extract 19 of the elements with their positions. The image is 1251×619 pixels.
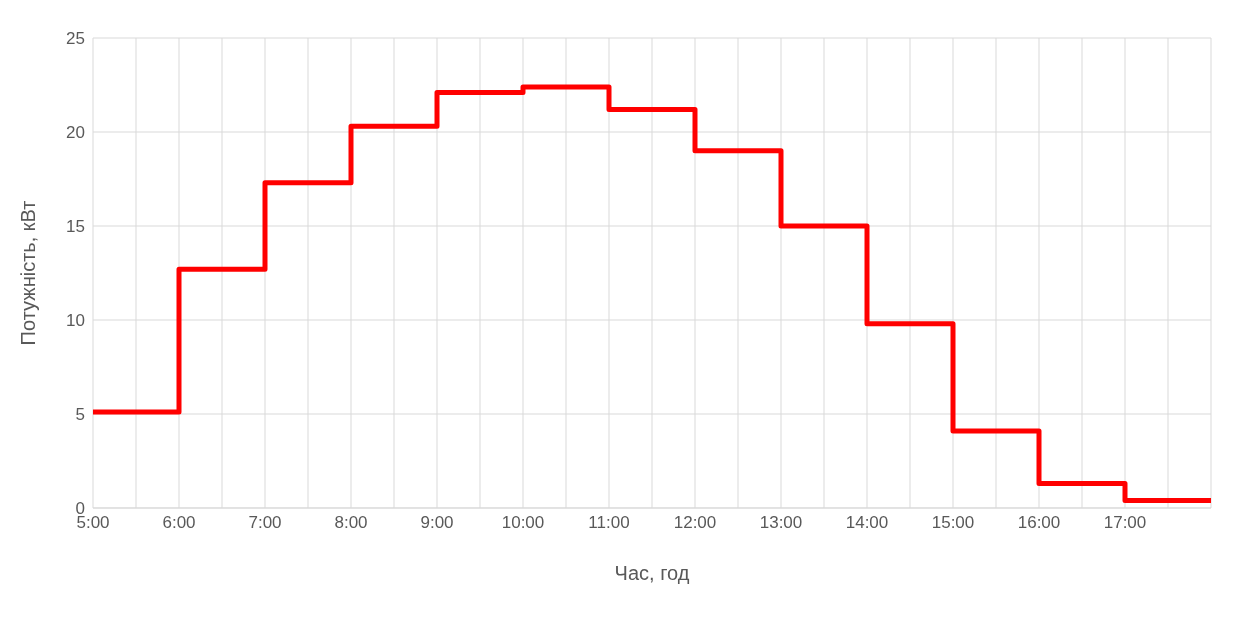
x-axis-title: Час, год (614, 562, 690, 584)
x-tick-label: 8:00 (334, 513, 368, 533)
x-tick-label: 17:00 (1103, 513, 1147, 533)
x-tick-label: 15:00 (931, 513, 975, 533)
y-tick-label: 25 (66, 29, 85, 49)
y-tick-label: 10 (66, 311, 85, 331)
x-tick-label: 10:00 (501, 513, 545, 533)
x-tick-label: 16:00 (1017, 513, 1061, 533)
x-tick-label: 13:00 (759, 513, 803, 533)
y-tick-label: 20 (66, 123, 85, 143)
x-tick-label: 7:00 (248, 513, 282, 533)
x-tick-label: 14:00 (845, 513, 889, 533)
y-axis-title: Потужність, кВт (17, 200, 40, 346)
x-tick-label: 11:00 (588, 513, 630, 533)
y-tick-label: 5 (75, 405, 85, 425)
x-tick-label: 6:00 (162, 513, 196, 533)
x-tick-label: 9:00 (420, 513, 454, 533)
y-tick-label: 15 (66, 217, 85, 237)
x-tick-label: 12:00 (673, 513, 717, 533)
